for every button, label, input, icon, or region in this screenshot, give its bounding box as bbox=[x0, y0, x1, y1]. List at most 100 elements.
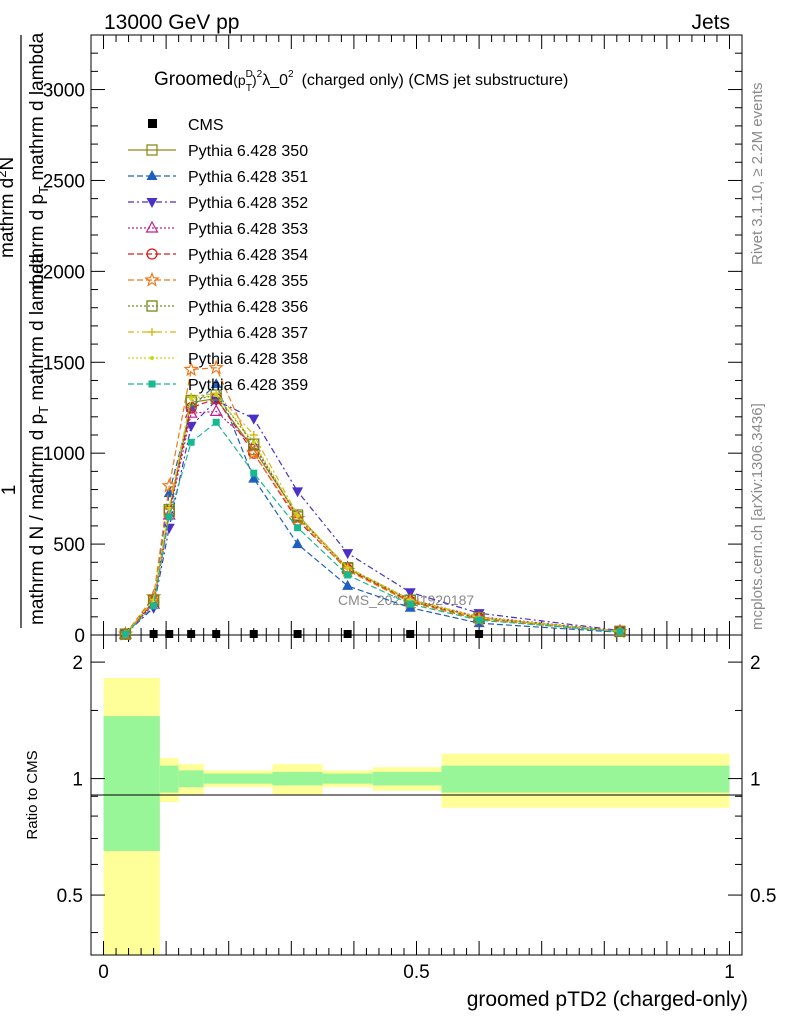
title-sup-2b: 2 bbox=[288, 69, 294, 80]
ratio-y-tick-label-right: 0.5 bbox=[750, 886, 776, 907]
legend-label: Pythia 6.428 351 bbox=[188, 169, 308, 186]
series-point bbox=[250, 469, 258, 477]
legend-marker bbox=[148, 328, 156, 336]
legend-label: Pythia 6.428 358 bbox=[188, 351, 308, 368]
legend-label: Pythia 6.428 355 bbox=[188, 273, 308, 290]
series-point bbox=[248, 438, 260, 450]
series-point bbox=[248, 414, 260, 425]
series-point bbox=[248, 472, 260, 483]
x-axis: 0 0.5 1 bbox=[90, 35, 743, 983]
legend-label: Pythia 6.428 350 bbox=[188, 143, 308, 160]
ratio-y-tick-label: 0.5 bbox=[57, 886, 83, 907]
cms-point bbox=[149, 630, 158, 638]
x-tick-label: 0.5 bbox=[403, 962, 429, 983]
cms-point bbox=[165, 630, 174, 638]
series-point bbox=[208, 359, 224, 375]
title-rest: (charged only) (CMS jet substructure) bbox=[302, 72, 569, 89]
ratio-band-inner bbox=[372, 771, 442, 786]
y-tick-label: 0 bbox=[74, 626, 85, 647]
series-9 bbox=[121, 418, 624, 638]
legend-marker bbox=[148, 380, 156, 388]
cms-point bbox=[293, 630, 302, 638]
legend-marker bbox=[146, 170, 158, 180]
x-tick-label: 1 bbox=[724, 962, 735, 983]
ylabel-numer2: mathrm d2N bbox=[0, 157, 18, 258]
legend-marker-cms bbox=[148, 119, 157, 128]
y-tick-label: 2000 bbox=[43, 262, 85, 283]
series-point bbox=[161, 477, 178, 493]
cms-point bbox=[187, 630, 196, 638]
cms-point bbox=[343, 630, 352, 638]
y-tick-label: 1500 bbox=[43, 353, 85, 374]
series-layer bbox=[117, 359, 628, 641]
series-point bbox=[187, 438, 195, 446]
header-right: Jets bbox=[691, 11, 730, 34]
title-lambda: λ_0 bbox=[262, 72, 288, 89]
series-point bbox=[295, 513, 300, 518]
legend-label: Pythia 6.428 356 bbox=[188, 299, 308, 316]
main-y-axis: 0 500 1000 1500 2000 2500 3000 bbox=[43, 52, 742, 647]
series-line bbox=[124, 399, 620, 635]
series-line bbox=[124, 367, 620, 635]
cms-point bbox=[212, 630, 221, 638]
ratio-y-tick-label: 2 bbox=[72, 653, 83, 674]
series-line bbox=[124, 421, 620, 635]
legend-marker bbox=[146, 198, 158, 208]
legend-marker bbox=[146, 248, 158, 260]
series-point bbox=[342, 549, 354, 560]
series-point bbox=[406, 600, 414, 608]
series-point bbox=[212, 418, 220, 426]
header-left: 13000 GeV pp bbox=[104, 11, 239, 34]
ylabel-denom1: mathrm d N / mathrm d pT mathrm d lambda bbox=[27, 252, 51, 625]
series-point bbox=[150, 602, 158, 610]
legend-label: Pythia 6.428 359 bbox=[188, 377, 308, 394]
y-tick-label: 2500 bbox=[43, 171, 85, 192]
series-point bbox=[214, 393, 219, 397]
ratio-y-tick-label: 1 bbox=[72, 770, 83, 791]
legend-marker bbox=[144, 271, 160, 287]
legend-label: Pythia 6.428 357 bbox=[188, 325, 308, 342]
ratio-band-inner bbox=[159, 765, 179, 793]
title-main: Groomed bbox=[154, 69, 233, 90]
series-point bbox=[292, 538, 304, 549]
ratio-band-inner bbox=[203, 773, 273, 784]
series-point bbox=[616, 628, 624, 636]
series-point bbox=[342, 579, 354, 590]
legend-label-cms: CMS bbox=[188, 117, 224, 134]
series-point bbox=[183, 361, 199, 377]
series-point bbox=[167, 506, 172, 511]
main-y-label: 1 mathrm d N / mathrm d pT mathrm d lamb… bbox=[0, 32, 51, 628]
series-point bbox=[209, 404, 223, 416]
legend-label: Pythia 6.428 353 bbox=[188, 221, 308, 238]
y-tick-label: 500 bbox=[53, 535, 85, 556]
title-sup-2: 2 bbox=[257, 69, 263, 80]
series-point bbox=[189, 396, 194, 401]
side-label-top: Rivet 3.1.10, ≥ 2.2M events bbox=[749, 83, 766, 266]
legend-marker bbox=[146, 300, 158, 312]
legend-marker bbox=[145, 220, 159, 233]
ratio-band-inner bbox=[272, 771, 323, 786]
ratio-y-tick-label-right: 2 bbox=[750, 653, 761, 674]
series-point bbox=[292, 487, 304, 498]
x-axis-label: groomed pTD2 (charged-only) bbox=[467, 988, 748, 1011]
series-point bbox=[247, 438, 261, 451]
cms-point bbox=[406, 630, 415, 638]
y-tick-label: 1000 bbox=[43, 444, 85, 465]
side-label-bottom: mcplots.cern.ch [arXiv:1306.3436] bbox=[749, 403, 766, 630]
ratio-y-axis: 0.5 0.5 1 1 2 2 bbox=[57, 653, 776, 934]
ratio-band-inner bbox=[322, 773, 373, 784]
series-point bbox=[475, 616, 483, 624]
ratio-band-inner bbox=[178, 770, 204, 788]
legend: CMS Pythia 6.428 350 Pythia 6.428 351 Pythi… bbox=[128, 117, 308, 394]
chart-title: Groomed(pD T)2λ_02 (charged only) (CMS jet… bbox=[154, 69, 568, 94]
ylabel-numer1: 1 bbox=[0, 485, 20, 496]
ratio-band-inner bbox=[441, 765, 730, 793]
series-point bbox=[251, 440, 256, 445]
series-point bbox=[119, 628, 132, 640]
ratio-y-label: Ratio to CMS bbox=[24, 750, 41, 839]
legend-label: Pythia 6.428 354 bbox=[188, 247, 308, 264]
ratio-band-inner bbox=[103, 716, 160, 851]
series-point bbox=[345, 566, 350, 571]
series-point bbox=[344, 571, 352, 579]
